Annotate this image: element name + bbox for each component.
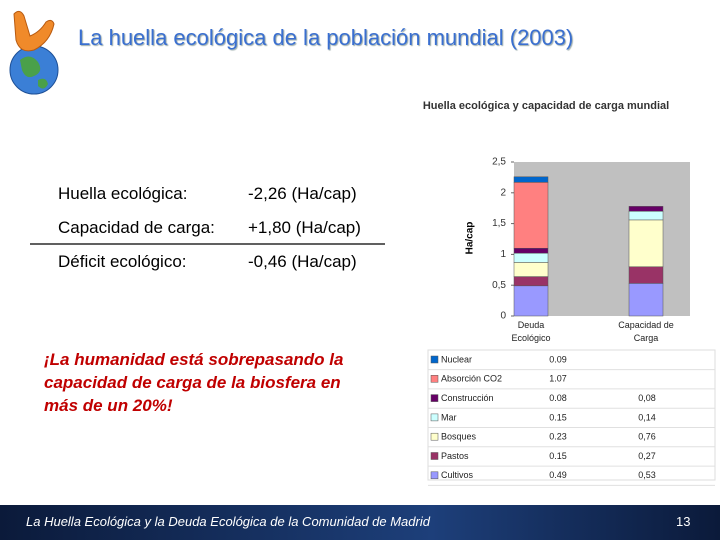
bar-segment: [628, 211, 664, 221]
footer-text: La Huella Ecológica y la Deuda Ecológica…: [26, 514, 430, 529]
value-label: 0,08: [638, 393, 656, 403]
legend-label: Nuclear: [441, 354, 472, 364]
y-tick-label: 2,5: [492, 157, 506, 168]
legend-swatch: [430, 355, 439, 364]
chart-title: Huella ecológica y capacidad de carga mu…: [422, 100, 670, 112]
value-label: 0.09: [549, 354, 567, 364]
bar-segment: [513, 182, 549, 249]
value-label: 0.15: [549, 412, 567, 422]
logo: [9, 10, 59, 95]
value-label: 0.08: [549, 393, 567, 403]
y-tick-label: 1,5: [492, 218, 506, 229]
legend-swatch: [430, 394, 439, 402]
row-value: -2,26 (Ha/cap): [248, 184, 357, 203]
footer-bar: [0, 505, 720, 540]
value-label: 0.49: [549, 470, 567, 480]
bar-segment: [513, 252, 549, 263]
bar-segment: [513, 276, 549, 287]
row-label: Huella ecológica:: [58, 184, 188, 203]
bar-segment: [628, 206, 664, 212]
legend-swatch: [430, 432, 439, 441]
value-label: 0.15: [549, 451, 567, 461]
y-tick-label: 1: [500, 249, 506, 260]
legend-label: Construcción: [441, 393, 494, 403]
bar-segment: [513, 262, 549, 277]
y-tick-label: 0: [500, 311, 506, 322]
data-table: [427, 349, 716, 481]
value-label: 0.23: [549, 432, 567, 442]
legend-label: Cultivos: [441, 470, 474, 480]
y-axis-label: Ha/cap: [465, 222, 476, 255]
x-tick-label: Capacidad de Carga: [618, 320, 674, 343]
x-tick-label: Deuda Ecológico: [511, 320, 551, 343]
legend-label: Pastos: [441, 451, 469, 461]
bar-segment: [513, 176, 549, 183]
value-label: 0,76: [638, 432, 656, 442]
value-label: 0,27: [638, 451, 656, 461]
value-label: 0,53: [638, 470, 656, 480]
slide-title: La huella ecológica de la población mund…: [78, 25, 574, 50]
legend-label: Bosques: [441, 432, 477, 442]
row-label: Capacidad de carga:: [58, 218, 215, 237]
y-tick-label: 2: [500, 187, 506, 198]
bar-segment: [628, 219, 664, 267]
page-number: 13: [676, 514, 691, 529]
row-label: Déficit ecológico:: [58, 252, 187, 271]
legend-swatch: [430, 471, 439, 480]
legend-swatch: [430, 452, 439, 460]
note: ¡La humanidad está sobrepasando la capac…: [44, 350, 344, 415]
bar-segment: [513, 247, 549, 254]
bar-segment: [628, 266, 664, 284]
legend-label: Mar: [441, 412, 457, 422]
bar-segment: [628, 283, 664, 317]
legend-swatch: [430, 413, 439, 422]
value-label: 0,14: [638, 412, 656, 422]
row-value: -0,46 (Ha/cap): [248, 252, 357, 271]
legend-label: Absorción CO2: [441, 374, 502, 384]
y-tick-label: 0,5: [492, 280, 506, 291]
row-value: +1,80 (Ha/cap): [248, 218, 361, 237]
bar-segment: [513, 285, 549, 317]
value-label: 1.07: [549, 374, 567, 384]
legend-swatch: [430, 375, 439, 383]
